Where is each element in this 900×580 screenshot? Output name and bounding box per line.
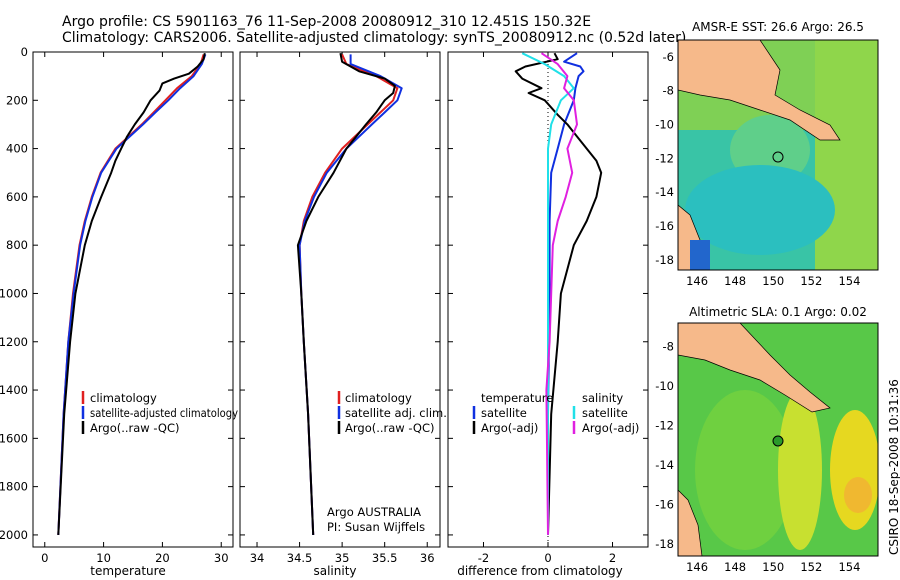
- salinity-legend: climatology satellite adj. clim. Argo(..…: [327, 391, 447, 534]
- map-x-tick-label: 148: [724, 560, 746, 574]
- series-line: [296, 53, 396, 535]
- sla-map-title: Altimetric SLA: 0.1 Argo: 0.02: [689, 305, 867, 319]
- series-line: [547, 52, 585, 535]
- x-tick-label: -2: [478, 551, 489, 565]
- series-line: [540, 52, 578, 535]
- series-line: [57, 54, 207, 535]
- legend-sal-argo-label: Argo(-adj): [582, 421, 639, 435]
- salinity-axis-label: salinity: [313, 564, 356, 578]
- map-x-tick-label: 150: [762, 274, 784, 288]
- sst-map-argo-marker: [772, 151, 784, 163]
- map-y-tick-label: -12: [655, 419, 674, 433]
- legend-satellite-label: satellite-adjusted climatology: [90, 406, 238, 420]
- sla-map-frame: [677, 322, 879, 557]
- series-line: [514, 52, 603, 535]
- y-tick-label: 600: [6, 190, 28, 204]
- series-line: [57, 53, 206, 535]
- series-line: [298, 53, 399, 535]
- map-x-tick-label: 146: [686, 274, 708, 288]
- y-tick-label: 200: [6, 93, 28, 107]
- y-tick-label: 800: [6, 238, 28, 252]
- series-line: [57, 54, 205, 535]
- legend-climatology-label: climatology: [345, 391, 412, 405]
- difference-axis-label: difference from climatology: [457, 564, 623, 578]
- map-y-tick-label: -8: [663, 84, 674, 98]
- sst-map-cool-pool: [685, 165, 835, 255]
- sst-map-deep-blue: [690, 240, 710, 270]
- y-tick-label: 0: [21, 45, 28, 59]
- sla-map-yellow-band: [778, 390, 822, 550]
- y-tick-label: 1800: [0, 480, 28, 494]
- sst-map: AMSR-E SST: 26.6 Argo: 26.5: [677, 20, 879, 271]
- x-tick-label: 2: [609, 551, 616, 565]
- map-y-tick-label: -14: [655, 185, 674, 199]
- sla-map-argo-marker: [772, 435, 784, 447]
- y-tick-label: 2000: [0, 528, 28, 542]
- map-x-tick-label: 154: [838, 560, 860, 574]
- x-tick-label: 0: [544, 551, 551, 565]
- map-x-tick-label: 152: [800, 274, 822, 288]
- pi-label: PI: Susan Wijffels: [327, 520, 425, 534]
- difference-legend: temperature salinity satellite Argo(-adj…: [472, 391, 639, 435]
- y-tick-label: 400: [6, 142, 28, 156]
- map-y-tick-label: -16: [655, 498, 674, 512]
- map-y-tick-label: -16: [655, 219, 674, 233]
- x-tick-label: 36: [420, 551, 435, 565]
- sla-map-high-spot: [844, 477, 872, 513]
- legend-sal-satellite-label: satellite: [582, 406, 628, 420]
- legend-climatology-label: climatology: [90, 391, 157, 405]
- map-x-tick-label: 146: [686, 560, 708, 574]
- legend-temp-satellite-label: satellite: [481, 406, 527, 420]
- temperature-plot-frame: [32, 51, 234, 548]
- series-line: [521, 52, 575, 535]
- y-tick-label: 1600: [0, 431, 28, 445]
- map-y-tick-label: -14: [655, 458, 674, 472]
- argo-australia-label: Argo AUSTRALIA: [327, 505, 421, 519]
- map-y-tick-label: -10: [655, 118, 674, 132]
- x-tick-label: 34: [250, 551, 265, 565]
- map-x-tick-label: 154: [838, 274, 860, 288]
- sla-map-green-band: [695, 390, 795, 550]
- x-tick-label: 35.5: [372, 551, 398, 565]
- map-y-tick-label: -8: [663, 340, 674, 354]
- sla-map: Altimetric SLA: 0.1 Argo: 0.02: [677, 305, 879, 557]
- legend-satellite-label: satellite adj. clim.: [345, 406, 447, 420]
- x-tick-label: 20: [155, 551, 170, 565]
- sst-map-warm-east: [815, 40, 878, 270]
- y-tick-label: 1200: [0, 335, 28, 349]
- map-x-tick-label: 152: [800, 560, 822, 574]
- credit-label: CSIRO 18-Sep-2008 10:31:36: [887, 379, 900, 555]
- x-tick-label: 0: [41, 551, 48, 565]
- y-tick-label: 1000: [0, 286, 28, 300]
- map-y-tick-label: -18: [655, 253, 674, 267]
- sst-map-land-png: [678, 40, 841, 141]
- legend-temp-argo-label: Argo(-adj): [481, 421, 538, 435]
- x-tick-label: 34.5: [287, 551, 313, 565]
- x-tick-label: 30: [214, 551, 229, 565]
- sla-map-land-aus: [678, 489, 703, 556]
- sst-map-frame: [677, 39, 879, 271]
- x-tick-label: 35: [335, 551, 350, 565]
- legend-argo-label: Argo(..raw -QC): [345, 421, 435, 435]
- legend-salinity-header: salinity: [582, 391, 623, 405]
- series-line: [298, 54, 403, 535]
- map-y-tick-label: -6: [663, 50, 674, 64]
- sst-map-title: AMSR-E SST: 26.6 Argo: 26.5: [692, 20, 864, 34]
- y-tick-label: 1400: [0, 383, 28, 397]
- title-line-1: Argo profile: CS 5901163_76 11-Sep-2008 …: [62, 14, 592, 30]
- map-y-tick-label: -10: [655, 379, 674, 393]
- map-y-tick-label: -18: [655, 537, 674, 551]
- legend-argo-label: Argo(..raw -QC): [90, 421, 180, 435]
- salinity-plot-frame: [239, 51, 441, 548]
- map-x-tick-label: 148: [724, 274, 746, 288]
- sla-map-land-png: [678, 323, 831, 413]
- temperature-axis-label: temperature: [90, 564, 165, 578]
- legend-temperature-header: temperature: [481, 391, 553, 405]
- temperature-legend: climatology satellite-adjusted climatolo…: [81, 391, 238, 435]
- map-y-tick-label: -12: [655, 151, 674, 165]
- x-tick-label: 10: [96, 551, 111, 565]
- map-x-tick-label: 150: [762, 560, 784, 574]
- title-line-2: Climatology: CARS2006. Satellite-adjuste…: [62, 30, 687, 46]
